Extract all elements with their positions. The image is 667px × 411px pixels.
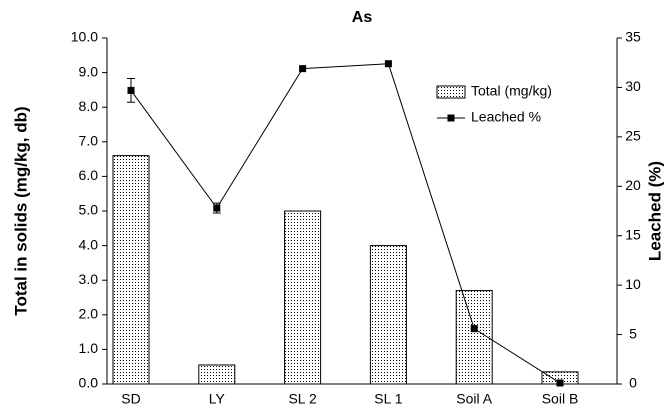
x-tick-label: Soil B — [542, 391, 579, 407]
legend-label: Leached % — [471, 109, 541, 125]
y2-tick-label: 30 — [625, 78, 641, 94]
bar — [198, 364, 236, 385]
y-tick-label: 9.0 — [79, 63, 99, 79]
y-tick-label: 7.0 — [79, 133, 99, 149]
y-tick-label: 10.0 — [71, 29, 98, 45]
x-tick-label: SL 2 — [288, 391, 316, 407]
x-tick-label: SD — [121, 391, 140, 407]
marker — [470, 325, 478, 333]
y2-tick-label: 20 — [625, 177, 641, 193]
y2-axis-label: Leached (%) — [645, 161, 664, 261]
marker — [299, 65, 307, 73]
marker — [127, 86, 135, 94]
legend-swatch — [436, 85, 466, 99]
y2-tick-label: 25 — [625, 128, 641, 144]
marker — [213, 204, 221, 212]
y-tick-label: 4.0 — [79, 236, 99, 252]
y-tick-label: 3.0 — [79, 271, 99, 287]
y-axis-label: Total in solids (mg/kg, db) — [11, 106, 30, 315]
marker — [556, 379, 564, 387]
legend-label: Total (mg/kg) — [471, 83, 552, 99]
y-tick-label: 1.0 — [79, 340, 99, 356]
y2-tick-label: 5 — [629, 325, 637, 341]
chart-title: As — [352, 9, 373, 26]
y2-tick-label: 0 — [629, 375, 637, 391]
y2-tick-label: 35 — [625, 29, 641, 45]
x-tick-label: SL 1 — [374, 391, 402, 407]
line — [130, 63, 561, 384]
bar — [112, 155, 150, 385]
y-tick-label: 5.0 — [79, 202, 99, 218]
x-tick-label: LY — [209, 391, 226, 407]
y-tick-label: 2.0 — [79, 306, 99, 322]
y2-tick-label: 15 — [625, 226, 641, 242]
y2-tick-label: 10 — [625, 276, 641, 292]
y-tick-label: 8.0 — [79, 98, 99, 114]
marker — [384, 60, 392, 68]
x-tick-label: Soil A — [456, 391, 492, 407]
y-tick-label: 0.0 — [79, 375, 99, 391]
y-tick-label: 6.0 — [79, 167, 99, 183]
bar — [455, 290, 493, 385]
legend-marker — [447, 114, 455, 122]
bar — [284, 210, 322, 385]
bar — [369, 245, 407, 385]
